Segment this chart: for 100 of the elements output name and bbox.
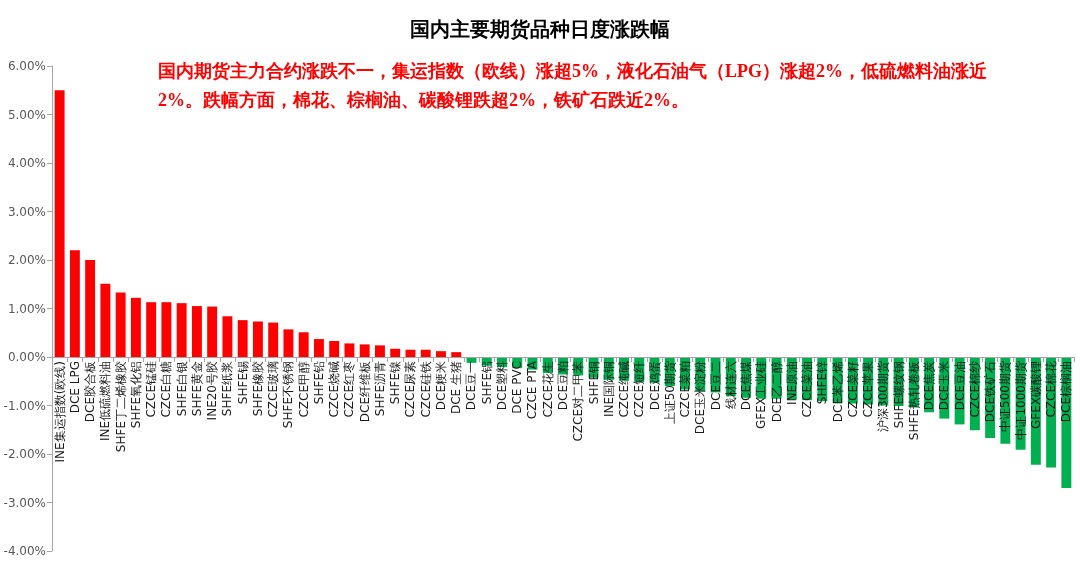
x-tick-label: CZCE锰硅	[144, 361, 159, 418]
x-tick-label: DCE焦煤	[739, 361, 754, 411]
x-tick-label: DCE豆一	[464, 361, 479, 411]
x-tick-label: CZCE短纤	[632, 361, 647, 418]
x-tick-label: 中证500期货	[998, 361, 1013, 432]
x-tick-label: DCE纤维板	[357, 361, 372, 423]
x-tick-label: CZCE花生	[540, 361, 555, 418]
x-tick-label: SHFE锌	[815, 361, 830, 405]
y-tick-label: -1.00%	[3, 398, 46, 413]
x-tick-label: SHFE黄金	[189, 361, 204, 417]
y-tick-label: -3.00%	[3, 495, 46, 510]
x-tick-label: GFEX工业硅	[754, 361, 769, 430]
x-tick-label: CZCE菜粕	[678, 361, 693, 418]
x-tick-label: CZCE硅铁	[418, 361, 433, 418]
x-tick-label: INE低硫燃料油	[98, 361, 113, 442]
x-tick-label: DCE玉米	[937, 361, 952, 411]
x-tick-label: CZCE红枣	[342, 361, 357, 418]
chart-title: 国内主要期货品种日度涨跌幅	[410, 17, 670, 41]
x-tick-label: INE原油	[784, 361, 799, 406]
x-tick-label: INE集运指数(欧线)	[52, 361, 67, 463]
x-tick-label: INE国际铜	[601, 361, 616, 418]
x-tick-label: SHFE白银	[174, 361, 189, 417]
x-tick-label: CZCE苹果	[861, 361, 876, 418]
x-tick-label: SHFE丁二烯橡胶	[113, 361, 128, 453]
bar	[100, 283, 111, 357]
x-tick-label: SHFE纸浆	[220, 361, 235, 417]
x-tick-label: DCE棕榈油	[1059, 361, 1074, 423]
y-tick-label: 4.00%	[7, 156, 46, 170]
bar	[359, 344, 370, 357]
y-tick-label: 3.00%	[7, 204, 46, 219]
x-tick-label: SHFE镍	[388, 361, 403, 405]
x-tick-label: DCE玉米淀粉	[693, 361, 708, 435]
x-tick-label: SHFE不锈钢	[281, 361, 296, 429]
bar	[161, 302, 172, 357]
annotation: 国内期货主力合约涨跌不一，集运指数（欧线）涨超5%，液化石油气（LPG）涨超2%，低硫燃料油涨近2%。跌幅方面，棉花、棕榈油、碳酸锂跌超2%，铁矿石跌近2%。	[158, 60, 988, 110]
x-tick-label: CZCE甲醇	[296, 361, 311, 418]
bar	[268, 322, 279, 357]
x-tick-label: DCE焦炭	[922, 361, 937, 411]
x-tick-label: CZCE菜油	[800, 361, 815, 418]
bar	[176, 303, 187, 357]
x-tick-label: DCE乙二醇	[769, 361, 784, 423]
y-tick-label: 0.00%	[7, 350, 46, 364]
bar	[69, 250, 80, 357]
x-tick-label: DCE 生猪	[449, 361, 464, 415]
x-tick-label: SHFE热轧卷板	[906, 361, 921, 441]
bar	[191, 306, 202, 357]
bar	[237, 320, 248, 357]
bar	[207, 306, 218, 357]
bar	[115, 292, 126, 357]
x-tick-label: SHFE锡	[235, 361, 250, 405]
x-tick-label: 线材连六	[723, 361, 738, 409]
y-tick-label: 5.00%	[7, 107, 46, 122]
bar	[390, 348, 401, 357]
x-tick-label: DCE胶合板	[83, 361, 98, 423]
x-tick-label: SHFE螺纹钢	[891, 361, 906, 429]
x-tick-label: CZCE对二甲苯	[571, 361, 586, 442]
x-tick-label: CZCE棉花	[1044, 361, 1059, 418]
bar	[298, 332, 309, 357]
bar	[344, 343, 355, 357]
bar	[313, 339, 324, 357]
x-tick-label: CZCE PTA	[525, 360, 540, 420]
bar	[283, 329, 294, 357]
x-tick-label: DCE粳米	[433, 361, 448, 411]
y-tick-label: 2.00%	[7, 253, 46, 267]
x-tick-label: CZCE白糖	[159, 361, 174, 418]
y-tick-label: -4.00%	[3, 544, 46, 558]
x-tick-label: DCE LPG	[67, 361, 82, 414]
x-tick-label: DCE鸡蛋	[647, 361, 662, 411]
x-tick-label: SHFE橡胶	[250, 361, 265, 417]
x-tick-label: SHFE沥青	[372, 361, 387, 417]
x-tick-label: CZCE烧碱	[327, 361, 342, 418]
x-tick-label: SHFE铝	[479, 361, 494, 405]
y-tick-label: 1.00%	[7, 301, 46, 316]
bar	[222, 316, 233, 357]
bar	[420, 349, 431, 357]
x-tick-label: CZCE玻璃	[266, 361, 281, 418]
bar	[146, 302, 157, 357]
x-tick-label: DCE PVC	[510, 361, 525, 414]
bar	[375, 345, 385, 357]
x-tick-label: DCE铁矿石	[983, 361, 998, 423]
x-tick-label: GFEX碳酸锂	[1028, 361, 1043, 430]
y-tick-label: 6.00%	[7, 59, 46, 73]
x-tick-label: 沪深300期货	[876, 361, 891, 432]
x-tick-label: 上证50期货	[662, 361, 677, 425]
x-tick-label: DCE塑料	[494, 361, 509, 411]
x-tick-label: SHFE氧化铝	[128, 361, 143, 429]
x-tick-label: SHFE铅	[311, 361, 326, 405]
x-tick-label: DCE豆二	[708, 361, 723, 411]
bar	[252, 321, 263, 357]
x-tick-label: CZCE纯碱	[617, 361, 632, 418]
x-tick-label: DCE豆油	[952, 361, 967, 411]
y-tick-label: -2.00%	[3, 447, 46, 461]
x-tick-label: CZCE菜籽	[845, 361, 860, 418]
x-tick-label: INE20号胶	[205, 361, 220, 421]
bar	[436, 351, 446, 357]
bar	[54, 90, 65, 357]
x-tick-label: CZCE尿素	[403, 361, 418, 418]
bar	[451, 352, 462, 357]
x-tick-label: CZCE棉纱	[967, 361, 982, 418]
bar	[85, 260, 96, 357]
